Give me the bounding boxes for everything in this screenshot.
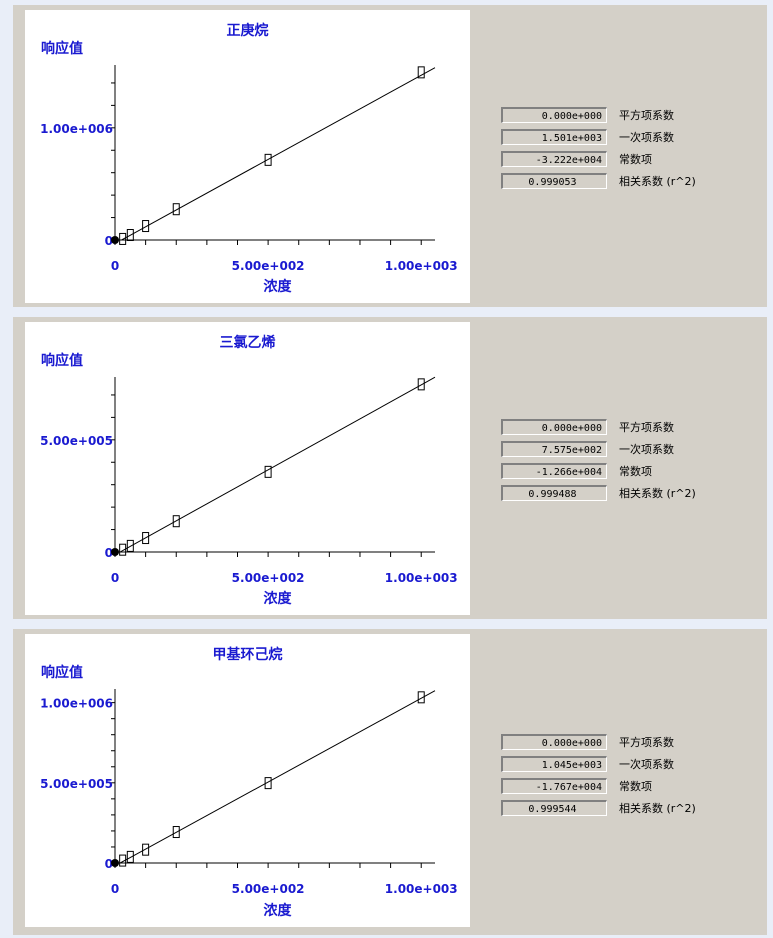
plot-area: 0 5.00e+002 1.00e+003 0 5.00e+005 xyxy=(40,376,458,585)
coef-row-r2: 0.999053 相关系数 (r^2) xyxy=(501,170,741,192)
y-tick-label: 1.00e+006 xyxy=(40,122,113,136)
coef-row-r2: 0.999488 相关系数 (r^2) xyxy=(501,482,741,504)
data-point xyxy=(119,232,127,245)
x-tick-label: 1.00e+003 xyxy=(385,259,458,273)
data-point xyxy=(119,854,127,867)
coefficients-panel: 0.000e+000 平方项系数 1.045e+003 一次项系数 -1.767… xyxy=(501,731,741,819)
y-tick-label: 0 xyxy=(105,546,113,560)
y-tick-label: 0 xyxy=(105,234,113,248)
coef-row-linear: 7.575e+002 一次项系数 xyxy=(501,438,741,460)
coef-r2-field[interactable]: 0.999488 xyxy=(501,485,607,501)
data-point xyxy=(172,515,180,528)
coef-quad-field[interactable]: 0.000e+000 xyxy=(501,734,607,750)
chart-title: 三氯乙烯 xyxy=(219,335,276,351)
coef-const-field[interactable]: -3.222e+004 xyxy=(501,151,607,167)
chart-title: 甲基环己烷 xyxy=(212,647,283,663)
coef-r2-label: 相关系数 (r^2) xyxy=(619,802,696,815)
coef-row-quad: 0.000e+000 平方项系数 xyxy=(501,731,741,753)
calibration-chart: 三氯乙烯 响应值 浓度 0 5.00e+002 1.00e+003 0 5.00e+00… xyxy=(25,322,470,615)
data-point xyxy=(264,465,272,478)
y-tick-label: 0 xyxy=(105,857,113,871)
fit-line xyxy=(121,67,436,241)
coef-const-field[interactable]: -1.767e+004 xyxy=(501,778,607,794)
coef-row-linear: 1.501e+003 一次项系数 xyxy=(501,126,741,148)
coef-linear-label: 一次项系数 xyxy=(619,443,674,456)
chart-title: 正庚烷 xyxy=(226,23,269,39)
coef-row-const: -1.266e+004 常数项 xyxy=(501,460,741,482)
data-point xyxy=(126,539,134,552)
coefficients-panel: 0.000e+000 平方项系数 7.575e+002 一次项系数 -1.266… xyxy=(501,416,741,504)
coef-linear-field[interactable]: 1.501e+003 xyxy=(501,129,607,145)
data-point xyxy=(264,777,272,790)
data-point xyxy=(142,220,150,233)
data-point xyxy=(126,850,134,863)
y-axis-label: 响应值 xyxy=(41,665,83,681)
coef-r2-label: 相关系数 (r^2) xyxy=(619,175,696,188)
data-point xyxy=(142,843,150,856)
coef-quad-field[interactable]: 0.000e+000 xyxy=(501,107,607,123)
coef-row-linear: 1.045e+003 一次项系数 xyxy=(501,753,741,775)
coef-row-r2: 0.999544 相关系数 (r^2) xyxy=(501,797,741,819)
data-point xyxy=(119,543,127,556)
y-tick-label: 5.00e+005 xyxy=(40,434,113,448)
coef-const-label: 常数项 xyxy=(619,465,652,478)
coef-row-const: -3.222e+004 常数项 xyxy=(501,148,741,170)
origin-point xyxy=(111,236,119,244)
plot-area: 0 5.00e+002 1.00e+003 0 1.00e+006 xyxy=(40,65,458,273)
x-axis-label: 浓度 xyxy=(263,903,292,919)
x-tick-label: 5.00e+002 xyxy=(232,882,305,896)
data-point xyxy=(142,532,150,545)
calibration-chart: 甲基环己烷 响应值 浓度 0 5.00e+002 1.00e+003 0 5.00e+0… xyxy=(25,634,470,927)
x-tick-label: 5.00e+002 xyxy=(232,571,305,585)
calibration-panel: 三氯乙烯 响应值 浓度 0 5.00e+002 1.00e+003 0 5.00e+00… xyxy=(13,317,767,619)
coef-const-field[interactable]: -1.266e+004 xyxy=(501,463,607,479)
origin-point xyxy=(111,859,119,867)
x-tick-label: 5.00e+002 xyxy=(232,259,305,273)
coef-r2-field[interactable]: 0.999544 xyxy=(501,800,607,816)
coef-quad-field[interactable]: 0.000e+000 xyxy=(501,419,607,435)
x-tick-label: 1.00e+003 xyxy=(385,882,458,896)
x-axis-label: 浓度 xyxy=(263,591,292,607)
coef-row-const: -1.767e+004 常数项 xyxy=(501,775,741,797)
calibration-chart: 正庚烷 响应值 浓度 0 5.00e+002 1.00e+003 0 1.00e+006 xyxy=(25,10,470,303)
data-point xyxy=(417,66,425,79)
calibration-panel: 甲基环己烷 响应值 浓度 0 5.00e+002 1.00e+003 0 5.00e+0… xyxy=(13,629,767,935)
data-point xyxy=(417,691,425,704)
coef-const-label: 常数项 xyxy=(619,780,652,793)
coef-row-quad: 0.000e+000 平方项系数 xyxy=(501,104,741,126)
calibration-panel: 正庚烷 响应值 浓度 0 5.00e+002 1.00e+003 0 1.00e+006… xyxy=(13,5,767,307)
data-point xyxy=(126,229,134,242)
x-tick-label: 0 xyxy=(111,571,119,585)
coefficients-panel: 0.000e+000 平方项系数 1.501e+003 一次项系数 -3.222… xyxy=(501,104,741,192)
coef-quad-label: 平方项系数 xyxy=(619,736,674,749)
data-point xyxy=(264,153,272,166)
coef-row-quad: 0.000e+000 平方项系数 xyxy=(501,416,741,438)
coef-quad-label: 平方项系数 xyxy=(619,109,674,122)
y-tick-label: 5.00e+005 xyxy=(40,777,113,791)
y-axis-label: 响应值 xyxy=(41,353,83,369)
origin-point xyxy=(111,548,119,556)
plot-area: 0 5.00e+002 1.00e+003 0 5.00e+005 1.00e+006 xyxy=(40,689,458,896)
x-axis-label: 浓度 xyxy=(263,279,292,295)
x-tick-label: 0 xyxy=(111,259,119,273)
y-tick-label: 1.00e+006 xyxy=(40,697,113,711)
y-axis-label: 响应值 xyxy=(41,41,83,57)
data-point xyxy=(417,378,425,391)
x-tick-label: 1.00e+003 xyxy=(385,571,458,585)
coef-const-label: 常数项 xyxy=(619,153,652,166)
coef-linear-label: 一次项系数 xyxy=(619,758,674,771)
data-point xyxy=(172,203,180,216)
fit-line xyxy=(119,690,436,864)
x-tick-label: 0 xyxy=(111,882,119,896)
coef-quad-label: 平方项系数 xyxy=(619,421,674,434)
coef-linear-field[interactable]: 1.045e+003 xyxy=(501,756,607,772)
coef-r2-label: 相关系数 (r^2) xyxy=(619,487,696,500)
coef-r2-field[interactable]: 0.999053 xyxy=(501,173,607,189)
data-point xyxy=(172,826,180,839)
coef-linear-field[interactable]: 7.575e+002 xyxy=(501,441,607,457)
coef-linear-label: 一次项系数 xyxy=(619,131,674,144)
fit-line xyxy=(119,376,436,553)
